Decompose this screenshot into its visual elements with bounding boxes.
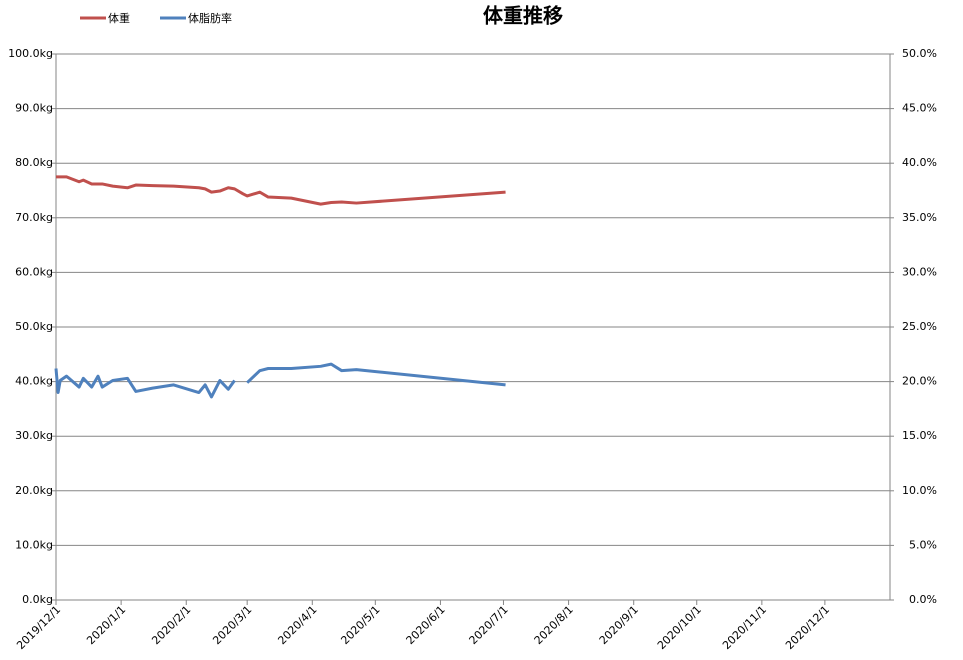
x-tick-label: 2020/9/1	[597, 603, 641, 647]
x-tick-label: 2020/10/1	[655, 603, 704, 652]
x-tick-label: 2019/12/1	[14, 603, 63, 652]
y2-tick-label: 5.0%	[909, 538, 937, 551]
x-tick-label: 2020/6/1	[404, 603, 448, 647]
x-tick-label: 2020/8/1	[532, 603, 576, 647]
x-tick-label: 2020/1/1	[84, 603, 128, 647]
y-tick-label: 0.0kg	[22, 593, 53, 606]
y-tick-label: 40.0kg	[15, 375, 53, 388]
x-tick-label: 2020/7/1	[467, 603, 511, 647]
y-tick-label: 50.0kg	[15, 320, 53, 333]
y-tick-label: 10.0kg	[15, 538, 53, 551]
chart-title: 体重推移	[483, 4, 563, 28]
y-tick-label: 90.0kg	[15, 102, 53, 115]
legend-label: 体脂肪率	[188, 11, 232, 25]
y-tick-label: 70.0kg	[15, 211, 53, 224]
x-tick-label: 2020/12/1	[783, 603, 832, 652]
y2-tick-label: 20.0%	[902, 375, 937, 388]
y2-tick-label: 30.0%	[902, 265, 937, 278]
x-tick-label: 2020/4/1	[275, 603, 319, 647]
y2-tick-label: 50.0%	[902, 47, 937, 60]
y-tick-label: 60.0kg	[15, 265, 53, 278]
y2-tick-label: 45.0%	[902, 102, 937, 115]
y2-tick-label: 35.0%	[902, 211, 937, 224]
y-tick-label: 30.0kg	[15, 429, 53, 442]
x-tick-label: 2020/5/1	[338, 603, 382, 647]
series-line	[54, 368, 236, 399]
y2-tick-label: 40.0%	[902, 156, 937, 169]
y-tick-label: 100.0kg	[8, 47, 53, 60]
series-line	[56, 175, 506, 206]
y2-tick-label: 10.0%	[902, 484, 937, 497]
y-tick-label: 20.0kg	[15, 484, 53, 497]
series-line	[246, 362, 506, 387]
x-tick-label: 2020/11/1	[720, 603, 769, 652]
y2-tick-label: 0.0%	[909, 593, 937, 606]
x-tick-label: 2020/3/1	[210, 603, 254, 647]
legend-label: 体重	[108, 11, 130, 25]
x-tick-label: 2020/2/1	[149, 603, 193, 647]
y-tick-label: 80.0kg	[15, 156, 53, 169]
y2-tick-label: 15.0%	[902, 429, 937, 442]
y2-tick-label: 25.0%	[902, 320, 937, 333]
